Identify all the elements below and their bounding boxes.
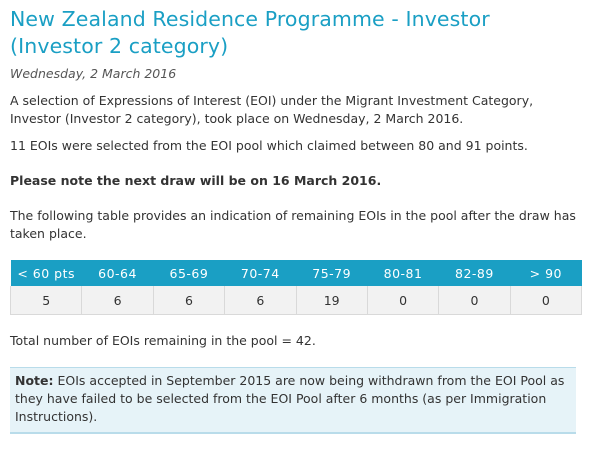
selection-paragraph: 11 EOIs were selected from the EOI pool … [10, 138, 528, 153]
note-text: EOIs accepted in September 2015 are now … [15, 373, 565, 424]
table-cell: 19 [296, 286, 368, 315]
table-cell: 6 [153, 286, 226, 315]
table-row: 5 6 6 6 19 0 0 0 [9, 286, 583, 315]
table-cell: 6 [81, 286, 154, 315]
eoi-points-table: < 60 pts 60-64 65-69 70-74 75-79 80-81 8… [9, 260, 583, 315]
note-box: Note: EOIs accepted in September 2015 ar… [10, 367, 576, 434]
table-cell: 0 [367, 286, 440, 315]
table-header-cell: 60-64 [81, 260, 154, 286]
table-header-cell: < 60 pts [10, 260, 82, 286]
table-intro-paragraph: The following table provides an indicati… [10, 208, 576, 241]
page-title: New Zealand Residence Programme - Invest… [10, 7, 490, 58]
next-draw-notice: Please note the next draw will be on 16 … [10, 173, 382, 188]
table-cell: 0 [438, 286, 511, 315]
table-header-cell: 70-74 [224, 260, 296, 286]
table-cell: 6 [224, 286, 297, 315]
page-content: New Zealand Residence Programme - Invest… [9, 7, 583, 434]
table-cell: 0 [510, 286, 583, 315]
total-remaining-paragraph: Total number of EOIs remaining in the po… [10, 333, 316, 348]
table-header-cell: 65-69 [153, 260, 225, 286]
note-label: Note: [15, 373, 54, 388]
table-header-row: < 60 pts 60-64 65-69 70-74 75-79 80-81 8… [10, 260, 582, 286]
table-header-cell: 80-81 [367, 260, 439, 286]
intro-paragraph: A selection of Expressions of Interest (… [10, 93, 534, 126]
table-header-cell: 75-79 [296, 260, 368, 286]
table-header-cell: 82-89 [438, 260, 511, 286]
table-header-cell: > 90 [510, 260, 582, 286]
publish-date: Wednesday, 2 March 2016 [10, 66, 177, 81]
table-cell: 5 [9, 286, 83, 315]
